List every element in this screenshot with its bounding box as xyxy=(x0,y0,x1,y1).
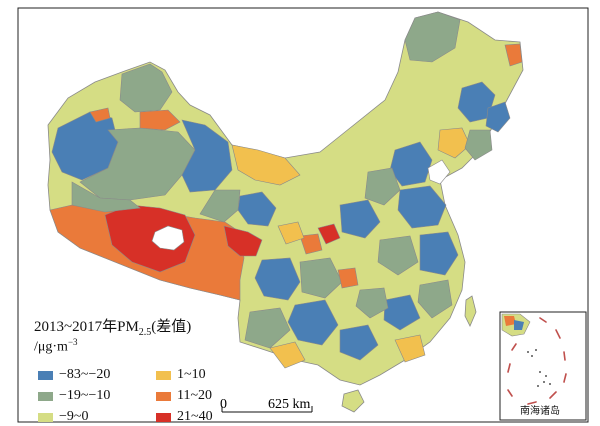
region-hainan xyxy=(341,389,365,413)
region-gansu-gray xyxy=(199,189,241,223)
region-yunnan-yellow xyxy=(269,341,306,369)
region-yunnan-blue xyxy=(287,299,339,346)
region-east-blue xyxy=(419,231,459,276)
region-ne-blue-2 xyxy=(485,101,511,133)
region-ne-gray xyxy=(464,129,493,161)
legend-item: −19~−10 xyxy=(38,387,156,405)
legend-label: 11~20 xyxy=(177,388,213,403)
bohai-sea xyxy=(427,159,451,185)
inset-label: 南海诸岛 xyxy=(520,406,560,417)
legend: −83~−20 1~10 −19~−10 11~20 −9~0 21~40 xyxy=(38,366,256,426)
legend-swatch xyxy=(156,412,171,422)
region-south-yellow xyxy=(394,334,426,363)
region-south-gray xyxy=(355,287,389,319)
south-china-sea-inset xyxy=(499,311,587,421)
legend-label: −19~−10 xyxy=(59,388,111,403)
scale-bar-end-label: 625 km xyxy=(268,397,311,412)
legend-item: 21~40 xyxy=(156,408,256,426)
legend-unit: /μg·m−3 xyxy=(34,337,78,355)
legend-swatch xyxy=(38,391,53,401)
legend-label: 1~10 xyxy=(177,367,206,382)
region-ne-yellow xyxy=(437,127,471,159)
legend-swatch xyxy=(38,412,53,422)
region-central-blue xyxy=(339,199,381,239)
region-north-gray xyxy=(364,167,401,206)
scale-bar xyxy=(221,406,313,413)
legend-swatch xyxy=(156,370,171,380)
map-frame xyxy=(17,7,589,423)
region-xinjiang-small-orange xyxy=(89,107,111,123)
legend-label: −83~−20 xyxy=(59,367,111,382)
legend-item: 11~20 xyxy=(156,387,256,405)
region-red-east-qinghai xyxy=(223,225,263,257)
region-xinjiang-north-gray xyxy=(119,63,173,113)
region-southeast-gray xyxy=(417,279,453,319)
legend-item: −83~−20 xyxy=(38,366,156,384)
region-sw-orange xyxy=(337,267,359,289)
scale-bar-start-label: 0 xyxy=(220,397,227,412)
region-north-blue-2 xyxy=(397,185,447,229)
region-central-orange xyxy=(299,233,323,255)
region-south-blue-2 xyxy=(383,294,421,331)
legend-item: 1~10 xyxy=(156,366,256,384)
region-xinjiang-south-gray xyxy=(71,181,141,213)
region-qinghai-red xyxy=(104,204,196,273)
region-ne-orange xyxy=(504,43,523,67)
legend-swatch xyxy=(38,370,53,380)
region-south-blue-1 xyxy=(339,324,379,361)
region-taiwan xyxy=(464,295,477,327)
region-heilongjiang-gray xyxy=(404,11,461,63)
legend-swatch xyxy=(156,391,171,401)
qinghai-lake xyxy=(151,225,185,251)
region-sichuan-blue xyxy=(254,257,301,301)
island-dots xyxy=(527,349,551,387)
region-east-gray xyxy=(377,235,419,276)
legend-label: 21~40 xyxy=(177,409,213,424)
nine-dash-line xyxy=(507,317,567,405)
legend-label: −9~0 xyxy=(59,409,89,424)
region-xinjiang-center-gray xyxy=(79,127,196,201)
region-gansu-yellow xyxy=(231,144,301,186)
region-sichuan-gray xyxy=(299,257,343,299)
region-central-red xyxy=(317,223,341,245)
legend-title: 2013~2017年PM2.5(差值) xyxy=(34,319,192,338)
region-central-yellow xyxy=(277,221,305,245)
legend-item: −9~0 xyxy=(38,408,156,426)
region-xinjiang-orange xyxy=(139,109,181,131)
region-yunnan-gray xyxy=(244,307,291,349)
